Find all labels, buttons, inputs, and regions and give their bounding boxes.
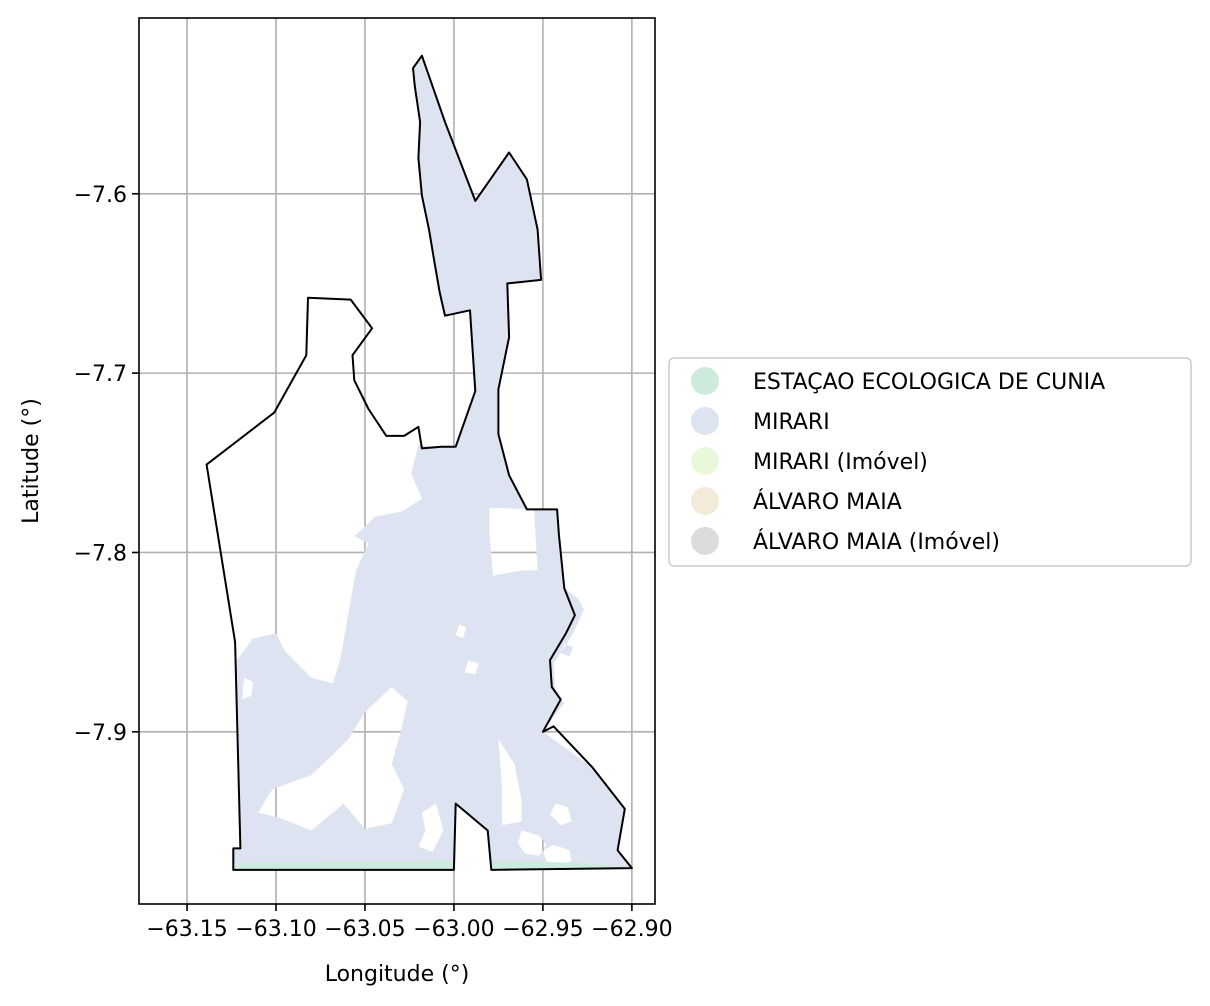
x-tick-label: −63.05 xyxy=(324,917,405,942)
x-tick-label: −63.10 xyxy=(235,917,316,942)
legend-marker xyxy=(691,487,719,515)
x-tick-label: −62.95 xyxy=(502,917,583,942)
x-tick-label: −63.00 xyxy=(413,917,494,942)
x-tick-label: −63.15 xyxy=(146,917,227,942)
legend-marker xyxy=(691,407,719,435)
legend-entry: MIRARI (Imóvel) xyxy=(691,447,928,475)
legend-entries: ESTAÇAO ECOLOGICA DE CUNIA MIRARI MIRARI (… xyxy=(691,367,1105,555)
legend-entry: ÁLVARO MAIA (Imóvel) xyxy=(691,527,1000,555)
boundary-layer xyxy=(205,54,633,871)
y-tick-label: −7.8 xyxy=(74,541,127,566)
legend-entry: ESTAÇAO ECOLOGICA DE CUNIA xyxy=(691,367,1105,395)
legend-label: ÁLVARO MAIA (Imóvel) xyxy=(753,529,1000,555)
legend: ESTAÇAO ECOLOGICA DE CUNIA MIRARI MIRARI (… xyxy=(668,357,1192,567)
legend-box xyxy=(668,357,1192,567)
y-tick-label: −7.9 xyxy=(74,721,127,746)
y-axis-label: Latitude (°) xyxy=(19,398,44,524)
legend-label: ÁLVARO MAIA xyxy=(753,489,902,515)
region-polygon xyxy=(233,861,454,870)
y-tick-label: −7.6 xyxy=(74,183,127,208)
legend-entry: MIRARI xyxy=(691,407,830,435)
tick-layer: −63.15 −63.10 −63.05 −63.00 −62.95 −62.90 −7.6… xyxy=(74,183,673,942)
legend-marker xyxy=(691,367,719,395)
legend-marker xyxy=(691,527,719,555)
legend-label: MIRARI xyxy=(753,410,830,435)
legend-marker xyxy=(691,447,719,475)
x-tick-label: −62.90 xyxy=(591,917,672,942)
legend-entry: ÁLVARO MAIA xyxy=(691,487,902,515)
x-axis-label: Longitude (°) xyxy=(325,962,470,987)
plot-frame xyxy=(138,17,656,905)
region-polygon xyxy=(233,55,632,870)
legend-label: ESTAÇAO ECOLOGICA DE CUNIA xyxy=(753,370,1105,395)
municipality-boundary xyxy=(205,54,633,871)
legend-label: MIRARI (Imóvel) xyxy=(753,450,928,475)
y-tick-label: −7.7 xyxy=(74,362,127,387)
